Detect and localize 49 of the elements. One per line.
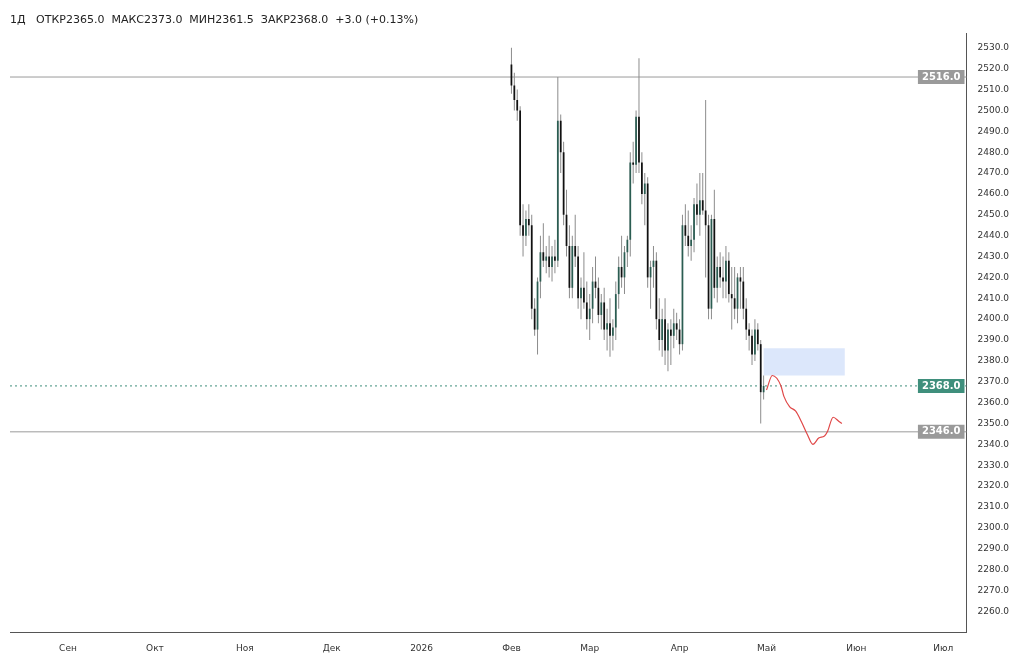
x-tick-label: Июл (933, 642, 954, 653)
candlestick (609, 298, 611, 357)
chart-title: 1Д ОТКР2365.0 МАКС2373.0 МИН2361.5 ЗАКР2368.0 +3.0 (+0.13%) (10, 13, 419, 27)
x-tick-label: Мар (580, 642, 600, 653)
y-tick-label: 2460.0 (977, 188, 1010, 199)
y-tick-label: 2390.0 (977, 334, 1010, 345)
y-tick-label: 2400.0 (977, 313, 1010, 324)
y-tick-label: 2330.0 (977, 459, 1010, 470)
y-tick-label: 2520.0 (977, 63, 1010, 74)
x-tick-label: Окт (146, 642, 164, 653)
x-tick-label: Июн (846, 642, 867, 653)
x-tick-label: Сен (59, 642, 77, 653)
x-tick-label: Май (756, 642, 777, 653)
y-tick-label: 2480.0 (977, 146, 1010, 157)
x-tick-label: Ноя (235, 642, 254, 653)
y-tick-label: 2370.0 (977, 376, 1010, 387)
candlestick (698, 173, 701, 236)
ref-line-label: 2368.0 (921, 379, 961, 391)
y-tick-label: 2510.0 (977, 83, 1010, 94)
y-tick-label: 2320.0 (977, 480, 1010, 491)
y-tick-label: 2260.0 (977, 605, 1010, 616)
y-tick-label: 2410.0 (977, 292, 1010, 303)
y-tick-label: 2430.0 (977, 250, 1010, 261)
y-tick-label: 2290.0 (977, 543, 1010, 554)
y-tick-label: 2530.0 (977, 42, 1010, 53)
y-tick-label: 2350.0 (977, 417, 1010, 428)
y-tick-label: 2310.0 (977, 501, 1010, 512)
candlestick (725, 246, 727, 299)
candlestick (754, 319, 756, 361)
y-tick-label: 2500.0 (977, 104, 1010, 115)
y-tick-label: 2420.0 (977, 271, 1010, 282)
candlestick (548, 235, 550, 278)
y-tick-label: 2270.0 (977, 584, 1010, 595)
x-tick-label: Дек (322, 642, 342, 653)
y-tick-label: 2470.0 (977, 167, 1010, 178)
y-tick-label: 2300.0 (977, 522, 1010, 533)
x-tick-label: 2026 (410, 642, 434, 653)
candlestick (632, 141, 635, 184)
y-tick-label: 2340.0 (977, 438, 1010, 449)
y-tick-label: 2440.0 (977, 229, 1010, 240)
y-tick-label: 2450.0 (977, 209, 1010, 220)
y-tick-label: 2280.0 (977, 563, 1010, 574)
y-tick-label: 2380.0 (977, 355, 1010, 366)
x-tick-label: Фев (502, 642, 521, 653)
x-tick-label: Апр (670, 642, 689, 653)
y-tick-label: 2360.0 (977, 396, 1010, 407)
ref-line-label: 2346.0 (921, 425, 961, 437)
y-tick-label: 2490.0 (977, 125, 1010, 136)
ref-line-label: 2516.0 (921, 70, 961, 82)
